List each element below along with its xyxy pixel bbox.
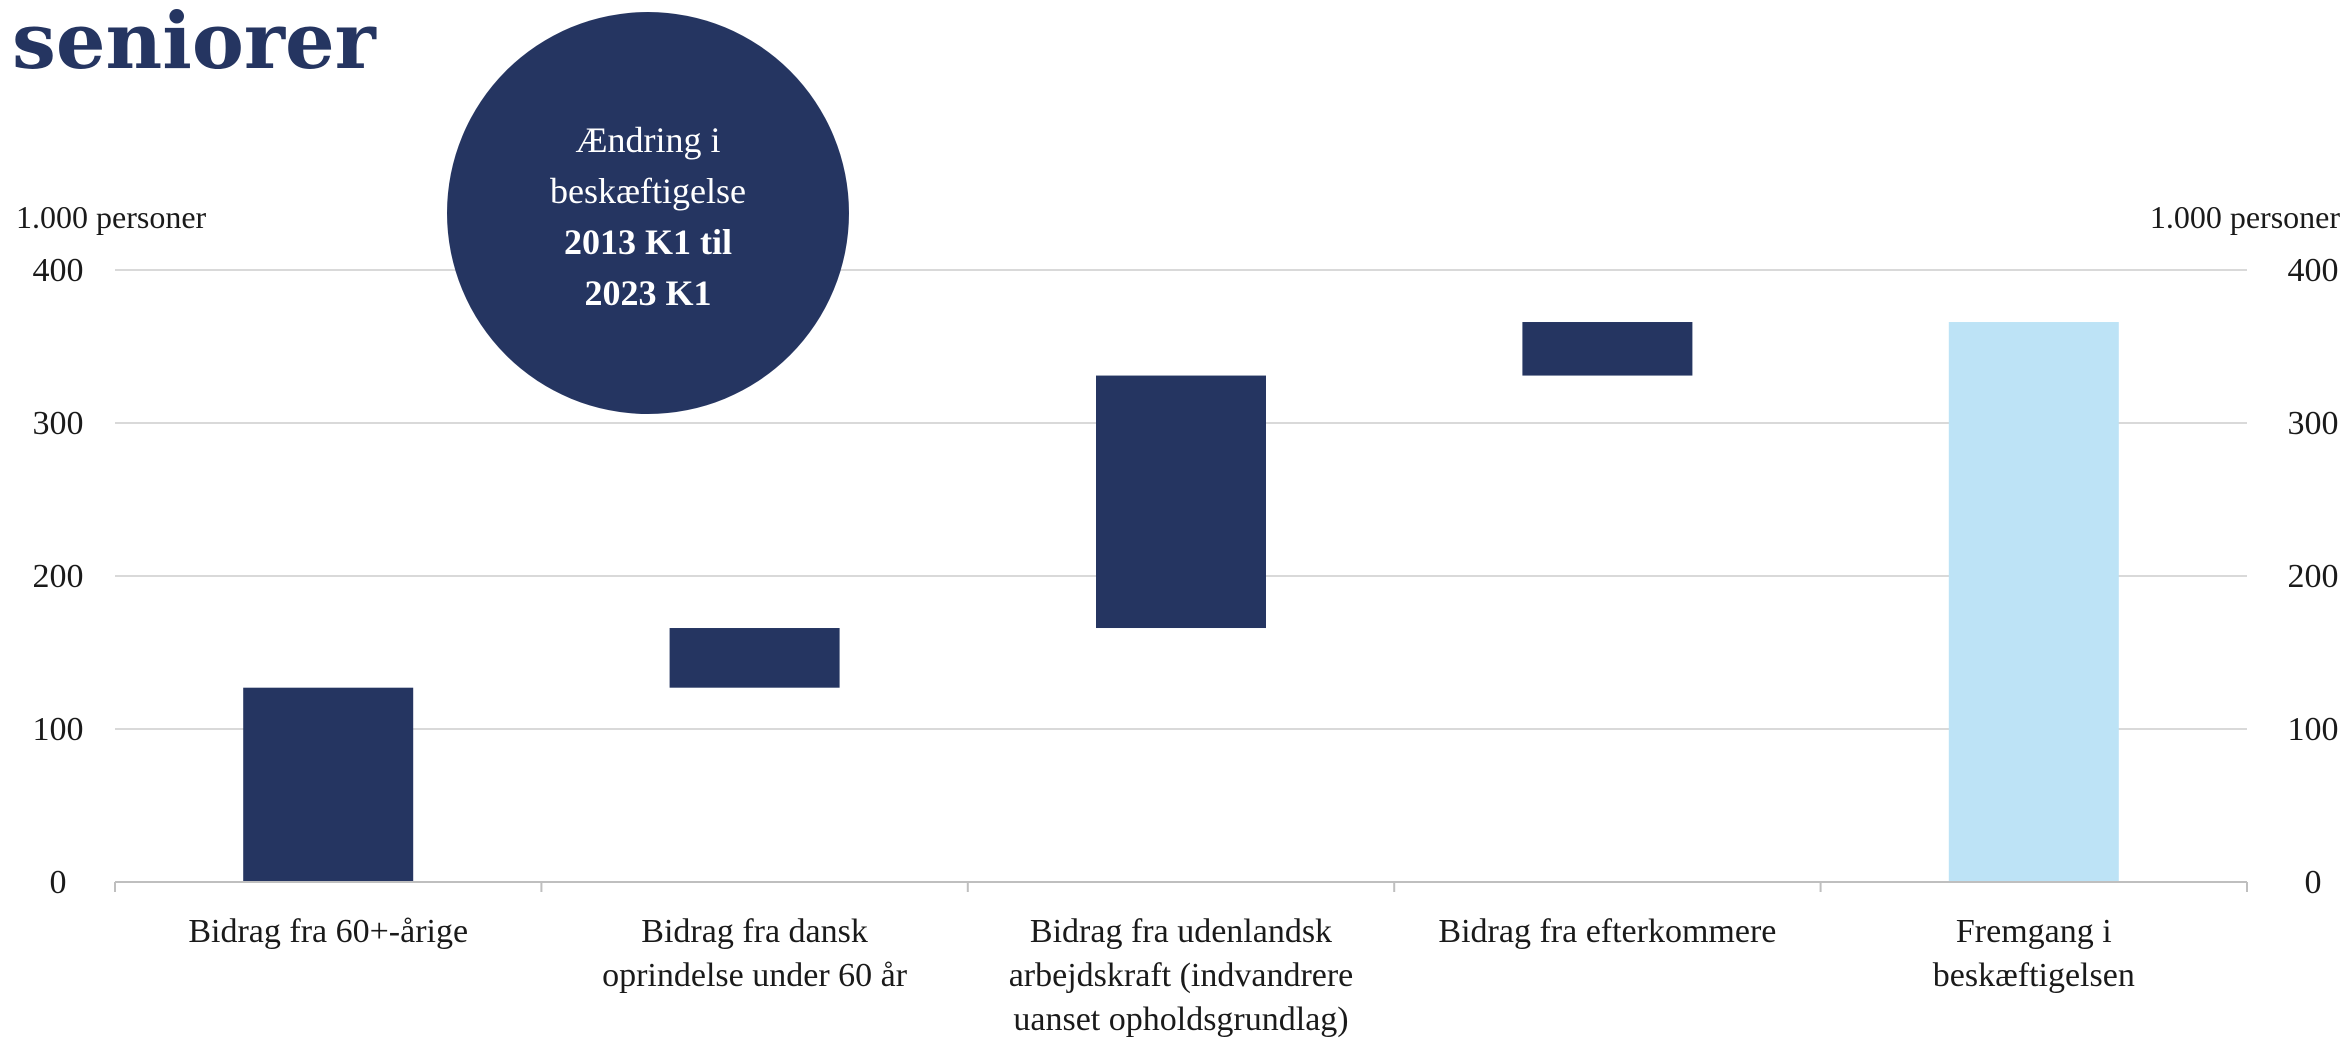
y-tick-label-left: 300 xyxy=(33,405,84,442)
x-axis-labels: Bidrag fra 60+-årige Bidrag fra dansk opri… xyxy=(188,913,2135,1038)
x-tick-label-4: Bidrag fra efterkommere xyxy=(1438,913,1776,950)
period-badge: Ændring i beskæftigelse 2013 K1 til 2023… xyxy=(447,12,849,414)
y-axis-label-left: 1.000 personer xyxy=(16,199,207,235)
x-tick-label-line: uanset opholdsgrundlag) xyxy=(1013,1001,1348,1038)
y-tick-label-left: 100 xyxy=(33,711,84,748)
x-tick-label-line: arbejdskraft (indvandrere xyxy=(1009,957,1354,994)
bar-2 xyxy=(669,628,840,688)
x-tick-label-1: Bidrag fra 60+-årige xyxy=(188,913,468,950)
y-axis-right: 0 100 200 300 400 xyxy=(2288,252,2339,901)
x-tick-label-2: Bidrag fra dansk oprindelse under 60 år xyxy=(602,913,908,994)
x-tick-label-line: Bidrag fra 60+-årige xyxy=(188,913,468,950)
period-badge-line4: 2023 K1 xyxy=(584,273,711,313)
period-badge-line3: 2013 K1 til xyxy=(564,222,732,262)
x-tick-label-3: Bidrag fra udenlandsk arbejdskraft (indva… xyxy=(1009,913,1354,1038)
y-tick-label-right: 200 xyxy=(2288,558,2339,595)
y-tick-label-right: 100 xyxy=(2288,711,2339,748)
x-tick-label-line: beskæftigelsen xyxy=(1933,957,2135,994)
bar-4 xyxy=(1522,322,1693,376)
period-badge-line1: Ændring i xyxy=(575,120,720,160)
y-tick-label-left: 200 xyxy=(33,558,84,595)
y-tick-label-right: 0 xyxy=(2305,864,2322,901)
bar-1 xyxy=(243,687,414,882)
bar-5 xyxy=(1948,322,2119,882)
bar-3 xyxy=(1096,375,1266,629)
y-axis-left: 0 100 200 300 400 xyxy=(33,252,84,901)
x-tick-label-5: Fremgang i beskæftigelsen xyxy=(1933,913,2135,994)
x-tick-label-line: Bidrag fra efterkommere xyxy=(1438,913,1776,950)
y-tick-label-right: 400 xyxy=(2288,252,2339,289)
x-axis xyxy=(114,881,2248,892)
x-tick-label-line: Fremgang i xyxy=(1956,913,2112,950)
y-axis-label-right: 1.000 personer xyxy=(2150,199,2341,235)
period-badge-line2: beskæftigelse xyxy=(550,171,746,211)
y-tick-label-left: 400 xyxy=(33,252,84,289)
y-tick-label-left: 0 xyxy=(50,864,67,901)
x-tick-label-line: Bidrag fra udenlandsk xyxy=(1030,913,1332,950)
y-tick-label-right: 300 xyxy=(2288,405,2339,442)
bars xyxy=(243,322,2119,882)
period-badge-circle xyxy=(447,12,849,414)
x-tick-label-line: oprindelse under 60 år xyxy=(602,957,908,994)
page-title: seniorer xyxy=(12,0,377,87)
x-tick-label-line: Bidrag fra dansk xyxy=(641,913,868,950)
